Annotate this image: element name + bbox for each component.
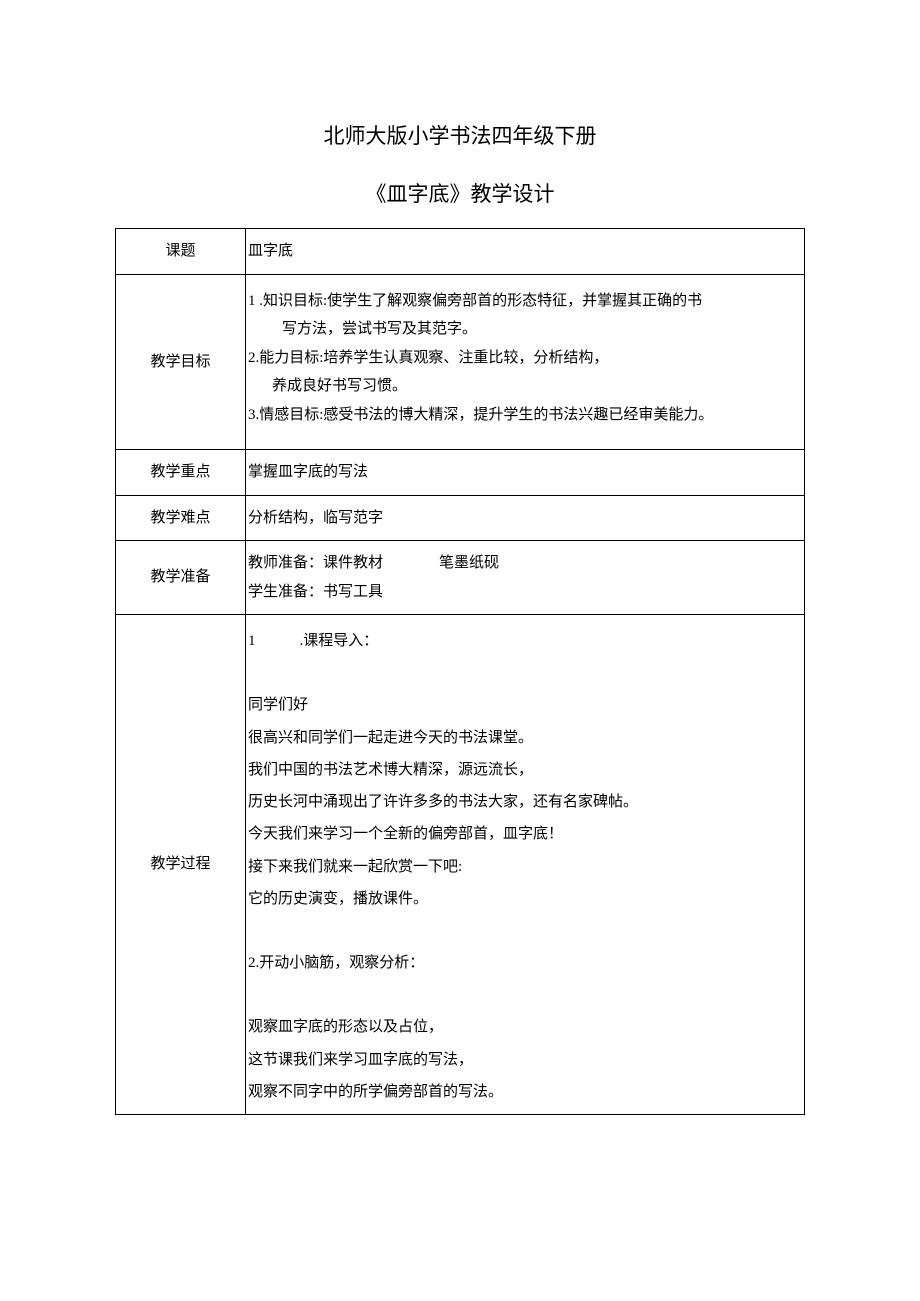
table-row: 教学准备 教师准备：课件教材笔墨纸砚 学生准备：书写工具: [116, 541, 805, 615]
prep-label: 教学准备: [116, 541, 246, 615]
process-section-2: 2.开动小脑筋，观察分析：: [248, 947, 800, 979]
process-line: 这节课我们来学习皿字底的写法，: [248, 1044, 800, 1076]
goal-item-1-line1: 1 .知识目标:使学生了解观察偏旁部首的形态特征，并掌握其正确的书: [248, 287, 800, 316]
table-row: 教学目标 1 .知识目标:使学生了解观察偏旁部首的形态特征，并掌握其正确的书 写…: [116, 274, 805, 450]
process-line: 今天我们来学习一个全新的偏旁部首，皿字底！: [248, 818, 800, 850]
process-line: 我们中国的书法艺术博大精深，源远流长，: [248, 754, 800, 786]
process-line: 它的历史演变，播放课件。: [248, 883, 800, 915]
goals-label: 教学目标: [116, 274, 246, 450]
subtitle: 《皿字底》教学设计: [115, 178, 805, 208]
process-line: 同学们好: [248, 689, 800, 721]
table-row: 教学难点 分析结构，临写范字: [116, 495, 805, 541]
process-line: 历史长河中涌现出了许许多多的书法大家，还有名家碑帖。: [248, 786, 800, 818]
difficulty-label: 教学难点: [116, 495, 246, 541]
goal-item-2-line2: 养成良好书写习惯。: [248, 372, 800, 401]
topic-label: 课题: [116, 229, 246, 275]
lesson-plan-table: 课题 皿字底 教学目标 1 .知识目标:使学生了解观察偏旁部首的形态特征，并掌握…: [115, 228, 805, 1115]
process-line: 接下来我们就来一起欣赏一下吧:: [248, 851, 800, 883]
topic-value: 皿字底: [246, 229, 805, 275]
process-label: 教学过程: [116, 615, 246, 1115]
goal-item-1-line2: 写方法，尝试书写及其范字。: [248, 315, 800, 344]
process-content: 1.课程导入： 同学们好 很高兴和同学们一起走进今天的书法课堂。 我们中国的书法…: [246, 615, 805, 1115]
goal-item-2-line1: 2.能力目标:培养学生认真观察、注重比较，分析结构，: [248, 344, 800, 373]
keypoint-value: 掌握皿字底的写法: [246, 450, 805, 496]
process-line: 很高兴和同学们一起走进今天的书法课堂。: [248, 722, 800, 754]
goal-item-3-line1: 3.情感目标:感受书法的博大精深，提升学生的书法兴趣已经审美能力。: [248, 401, 800, 430]
prep-student: 学生准备：书写工具: [248, 578, 800, 607]
process-line: 观察不同字中的所学偏旁部首的写法。: [248, 1076, 800, 1108]
table-row: 教学重点 掌握皿字底的写法: [116, 450, 805, 496]
keypoint-label: 教学重点: [116, 450, 246, 496]
table-row: 课题 皿字底: [116, 229, 805, 275]
process-section-1: 1.课程导入：: [248, 625, 800, 657]
table-row: 教学过程 1.课程导入： 同学们好 很高兴和同学们一起走进今天的书法课堂。 我们…: [116, 615, 805, 1115]
difficulty-value: 分析结构，临写范字: [246, 495, 805, 541]
goals-content: 1 .知识目标:使学生了解观察偏旁部首的形态特征，并掌握其正确的书 写方法，尝试…: [246, 274, 805, 450]
process-line: 观察皿字底的形态以及占位，: [248, 1011, 800, 1043]
prep-content: 教师准备：课件教材笔墨纸砚 学生准备：书写工具: [246, 541, 805, 615]
main-title: 北师大版小学书法四年级下册: [115, 120, 805, 150]
prep-teacher: 教师准备：课件教材笔墨纸砚: [248, 549, 800, 578]
